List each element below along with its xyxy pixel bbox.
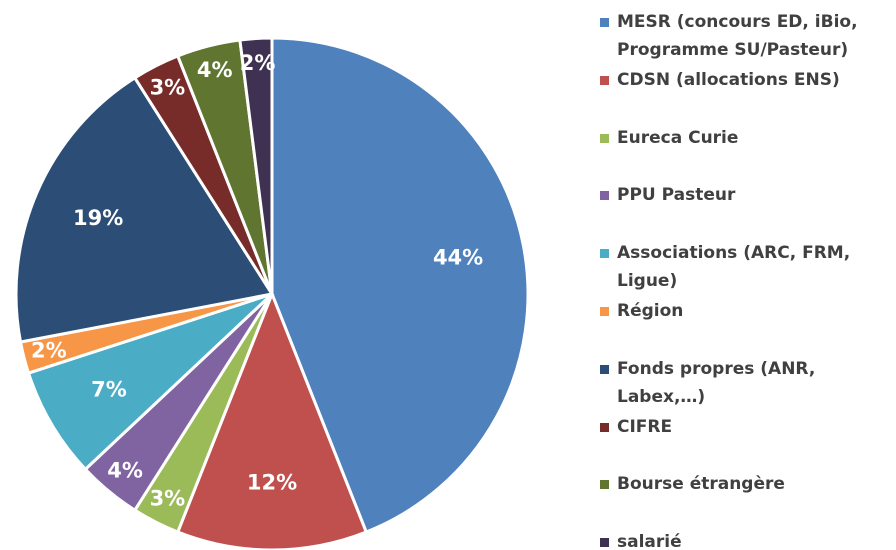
legend-item: PPU Pasteur [600, 181, 890, 209]
legend-item: Région [600, 297, 890, 325]
legend-item: CIFRE [600, 413, 890, 441]
data-label: 4% [107, 459, 143, 483]
data-label: 44% [433, 246, 483, 270]
legend-label: CIFRE [617, 416, 673, 437]
legend-swatch [600, 75, 609, 85]
legend-label: Région [617, 301, 684, 321]
legend-label: MESR (concours ED, iBio, Programme SU/Pa… [617, 12, 858, 60]
pie: 44% 12% 3% 4% 7% 2% 19% 3% 4% 2% [14, 36, 530, 550]
legend-item: MESR (concours ED, iBio, Programme SU/Pa… [600, 8, 890, 64]
legend-item: Eureca Curie [600, 124, 890, 152]
legend-swatch [600, 480, 609, 490]
pie-slice [26, 292, 274, 472]
legend-swatch [600, 133, 609, 143]
legend-swatch [600, 191, 609, 201]
data-label: 4% [197, 58, 233, 82]
pie-slice [270, 36, 530, 534]
legend-label: Associations (ARC, FRM, Ligue) [617, 243, 851, 292]
legend-swatch [600, 364, 609, 374]
legend-item: salarié [600, 528, 890, 550]
data-label: 3% [150, 76, 186, 100]
legend-item: Bourse étrangère [600, 470, 890, 498]
legend-label: CDSN (allocations ENS) [617, 69, 840, 90]
data-label: 3% [150, 486, 186, 510]
legend-label: Eureca Curie [617, 127, 739, 148]
data-label: 19% [73, 206, 123, 230]
legend-swatch [600, 249, 609, 259]
legend-label: Fonds propres (ANR, Labex,…) [617, 358, 816, 407]
pie-slice [14, 75, 275, 344]
legend-swatch [600, 307, 609, 316]
legend-swatch [600, 538, 609, 548]
legend-label: salarié [617, 532, 682, 550]
legend-swatch [600, 422, 609, 432]
legend-item: Fonds propres (ANR, Labex,…) [600, 355, 890, 411]
legend-item: Associations (ARC, FRM, Ligue) [600, 239, 890, 295]
legend-label: Bourse étrangère [617, 474, 785, 495]
data-label: 2% [31, 338, 67, 362]
legend-label: PPU Pasteur [617, 185, 736, 206]
legend-item: CDSN (allocations ENS) [600, 66, 890, 94]
data-label: 12% [247, 470, 297, 494]
data-label: 7% [91, 377, 127, 401]
data-label: 2% [240, 51, 276, 75]
pie-slice [238, 36, 274, 295]
legend-swatch [600, 18, 609, 27]
